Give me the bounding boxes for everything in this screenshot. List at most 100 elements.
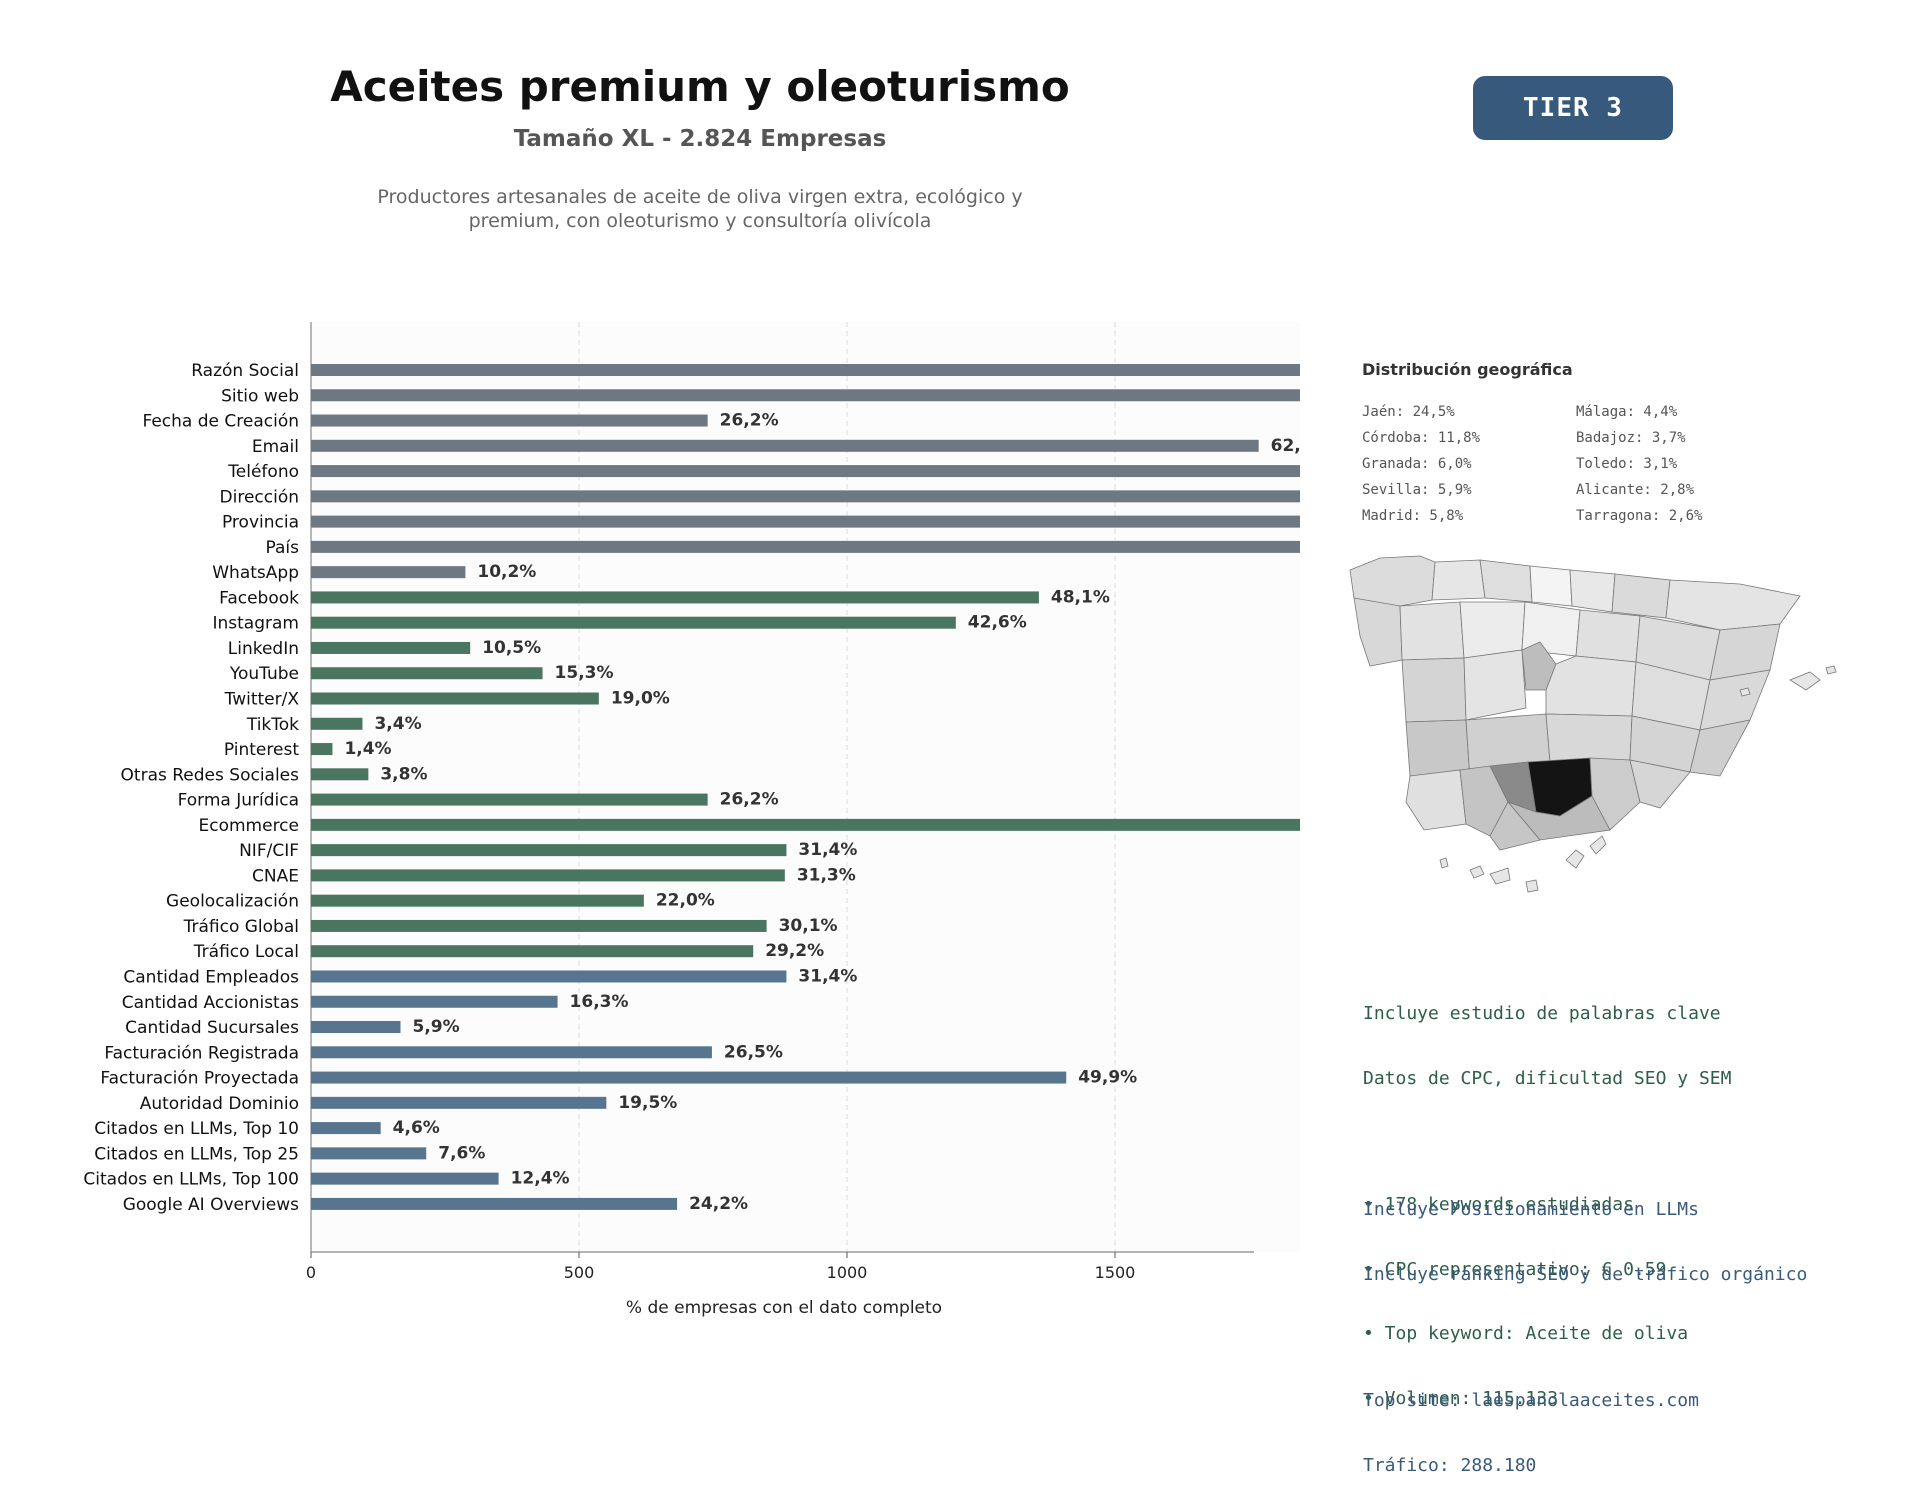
keywords-line: Incluye estudio de palabras clave [1363, 1003, 1721, 1024]
bar [311, 768, 369, 781]
geo-item: Jaén: 24,5% [1362, 404, 1455, 420]
bar [311, 641, 471, 654]
geo-item: Tarragona: 2,6% [1576, 508, 1703, 524]
map-island [1565, 849, 1585, 869]
category-label: Citados en LLMs, Top 10 [94, 1119, 299, 1139]
category-label: WhatsApp [212, 563, 299, 583]
data-label: 1,4% [344, 739, 391, 759]
data-label: 26,5% [724, 1042, 783, 1062]
geo-item: Toledo: 3,1% [1576, 456, 1678, 472]
map-region [1545, 655, 1637, 717]
description-line: Productores artesanales de aceite de oli… [377, 186, 1023, 208]
map-region [1399, 601, 1465, 661]
geo-item: Sevilla: 5,9% [1362, 482, 1472, 498]
data-label: 49,9% [1078, 1068, 1137, 1088]
data-label: 5,9% [413, 1017, 460, 1037]
bar [311, 1197, 678, 1210]
data-label: 48,1% [1051, 587, 1110, 607]
bar [311, 566, 466, 579]
map-island [1825, 665, 1837, 675]
bar [311, 540, 1300, 553]
category-label: Razón Social [191, 361, 299, 381]
data-label: 3,4% [374, 714, 421, 734]
data-label: 42,6% [968, 613, 1027, 633]
map-region [1529, 565, 1573, 607]
description-line: premium, con oleoturismo y consultoría o… [468, 210, 932, 232]
bar [311, 389, 1300, 402]
data-label: 3,8% [380, 764, 427, 784]
geo-item: Granada: 6,0% [1362, 456, 1472, 472]
data-label: 15,3% [555, 663, 614, 683]
map-region [1353, 597, 1403, 667]
map-region [1405, 769, 1467, 831]
data-label: 62,6% [1271, 436, 1300, 456]
map-region [1401, 657, 1467, 723]
bar [311, 869, 785, 882]
keywords-block: Incluye estudio de palabras clave Datos … [1363, 960, 1731, 1431]
llm-line: Incluye ranking SEO y de tráfico orgánic… [1363, 1263, 1808, 1285]
map-island [1469, 865, 1485, 879]
keywords-bullet: • 178 keywords estudiadas [1363, 1194, 1634, 1215]
bar [311, 970, 787, 983]
map-region [1463, 649, 1527, 721]
map-island [1789, 671, 1821, 691]
data-label: 7,6% [438, 1143, 485, 1163]
category-label: Provincia [222, 513, 299, 533]
category-label: Tráfico Global [183, 917, 299, 937]
geo-item: Badajoz: 3,7% [1576, 430, 1686, 446]
bar [311, 1172, 499, 1185]
page-subtitle: Tamaño XL - 2.824 Empresas [513, 126, 887, 152]
data-label: 19,0% [611, 689, 670, 709]
map-island [1439, 857, 1449, 869]
data-label: 10,2% [477, 562, 536, 582]
map-region [1489, 801, 1541, 851]
geo-title: Distribución geográfica [1362, 360, 1573, 379]
category-label: YouTube [229, 664, 299, 684]
data-label: 29,2% [765, 941, 824, 961]
category-label: Otras Redes Sociales [121, 765, 300, 785]
map-island [1589, 835, 1607, 855]
category-label: Pinterest [224, 740, 299, 760]
bar [311, 364, 1300, 376]
category-label: TikTok [246, 715, 299, 735]
keywords-bullet: • Volumen: 115.133 [1363, 1387, 1559, 1409]
map-region [1569, 569, 1616, 613]
bar [311, 439, 1259, 452]
category-label: Forma Jurídica [178, 791, 299, 811]
map-island [1489, 867, 1511, 885]
category-label: Google AI Overviews [123, 1195, 299, 1215]
category-label: Citados en LLMs, Top 100 [83, 1170, 299, 1190]
x-tick-label: 500 [564, 1263, 595, 1282]
geo-item: Málaga: 4,4% [1576, 404, 1678, 420]
bar [311, 490, 1300, 503]
category-label: Cantidad Empleados [123, 967, 299, 987]
x-tick-label: 0 [306, 1263, 316, 1282]
bar [311, 465, 1300, 478]
keywords-bullet: • CPC representativo: € 0.59 [1363, 1258, 1667, 1280]
bar [311, 717, 363, 730]
data-label: 22,0% [656, 891, 715, 911]
bar [311, 515, 1300, 528]
map-region [1589, 757, 1641, 831]
keywords-line: Datos de CPC, dificultad SEO y SEM [1363, 1067, 1732, 1089]
category-label: Facturación Registrada [104, 1043, 299, 1063]
category-label: Email [252, 437, 299, 457]
bar [311, 616, 956, 629]
map-region [1459, 601, 1526, 659]
bar-chart: 0500100015002000250030003500% de empresa… [83, 322, 1300, 1318]
bar [311, 793, 708, 806]
category-label: NIF/CIF [239, 841, 299, 861]
category-label: Facturación Proyectada [100, 1069, 299, 1089]
data-label: 12,4% [511, 1169, 570, 1189]
bar [311, 995, 558, 1008]
category-label: Cantidad Sucursales [125, 1018, 299, 1038]
bar [311, 844, 787, 857]
bar [311, 818, 1300, 831]
category-label: Facebook [219, 588, 299, 608]
geo-item: Madrid: 5,8% [1362, 508, 1464, 524]
map-region [1431, 559, 1486, 601]
tier-badge: TIER 3 [1473, 76, 1673, 140]
category-label: Dirección [220, 487, 299, 507]
category-label: Tráfico Local [193, 942, 299, 962]
bar [311, 591, 1039, 604]
